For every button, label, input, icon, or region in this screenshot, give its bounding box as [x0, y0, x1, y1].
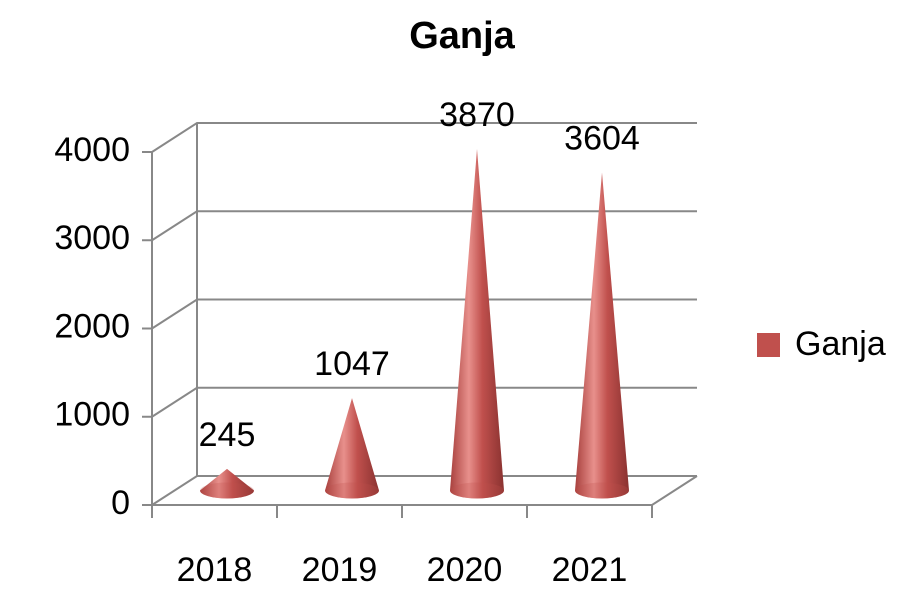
y-tick-label: 1000: [54, 396, 130, 434]
data-label: 3870: [439, 96, 515, 134]
y-tick-label: 2000: [54, 307, 130, 345]
grid-line: [151, 475, 697, 506]
x-tick-label: 2019: [302, 551, 378, 589]
x-tick-label: 2021: [552, 551, 628, 589]
chart-title: Ganja: [409, 15, 515, 57]
y-tick-label: 4000: [54, 131, 130, 169]
cone: [575, 172, 629, 499]
grid-line: [151, 122, 697, 153]
y-tick-label: 3000: [54, 219, 130, 257]
y-tick-label: 0: [111, 484, 130, 522]
cone: [200, 468, 254, 499]
data-label: 3604: [564, 119, 640, 157]
grid-line: [151, 298, 697, 330]
x-tick-label: 2020: [427, 551, 503, 589]
grid-line: [151, 210, 697, 242]
grid-line: [151, 386, 697, 418]
cone: [325, 398, 379, 499]
cone: [450, 148, 504, 499]
legend-swatch: [757, 333, 780, 357]
x-tick-label: 2018: [177, 551, 253, 589]
data-label: 1047: [314, 345, 390, 383]
data-label: 245: [199, 416, 256, 454]
legend-label: Ganja: [795, 325, 886, 363]
